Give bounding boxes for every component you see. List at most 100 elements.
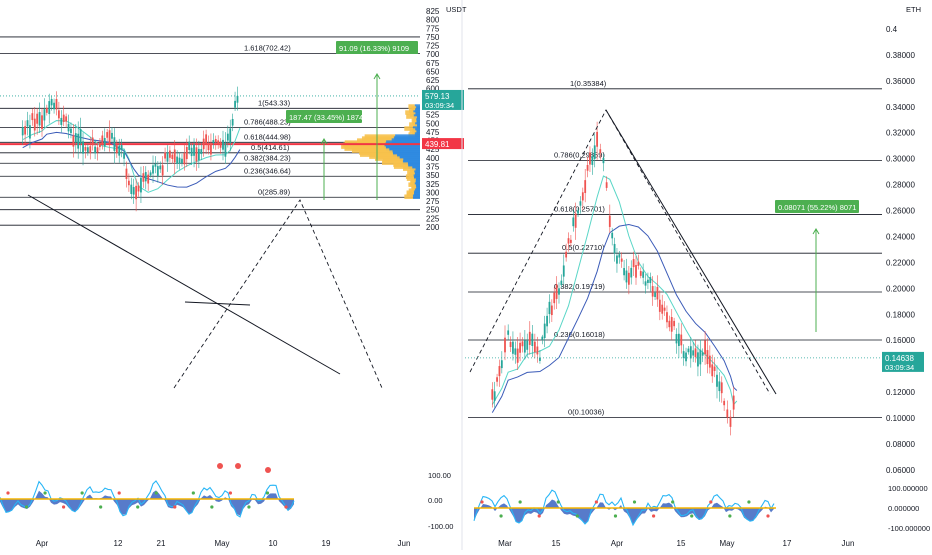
chart-panel-1: 1.618(702.42) 1(543.33) 0.786(488.23) 0.618…: [0, 0, 470, 548]
candle-body: [118, 145, 121, 156]
price-badge: [882, 351, 924, 372]
candle-body: [169, 150, 171, 158]
candle-body: [152, 165, 154, 174]
candle-body: [36, 113, 39, 124]
candle-body: [190, 147, 193, 157]
oscillator-tick-label: -100.000000: [888, 524, 930, 533]
candle-body: [704, 340, 706, 355]
candle-body: [541, 336, 544, 340]
y-tick-label: 600: [426, 85, 440, 94]
candles: [491, 121, 735, 436]
candle-body: [697, 352, 699, 367]
candle-body: [101, 135, 104, 145]
candle-body: [507, 330, 510, 335]
candle-body: [531, 333, 534, 346]
candle-body: [234, 100, 236, 108]
candle-body: [570, 239, 572, 243]
candle-body: [26, 120, 29, 127]
signal-dot: [690, 514, 694, 518]
signal-dot: [191, 491, 195, 495]
fib-level-label: 0.618(0.25701): [554, 204, 605, 213]
candle-body: [181, 158, 183, 164]
candle-body: [675, 334, 678, 344]
signal-dot: [117, 491, 121, 495]
candle-body: [658, 299, 661, 312]
candle-body: [226, 133, 229, 141]
volume-bar-sell: [406, 176, 415, 181]
y-tick-label: 825: [426, 7, 440, 16]
price-badge-value: 439.81: [425, 140, 450, 149]
candle-body: [682, 351, 685, 359]
x-tick-label: May: [214, 539, 229, 548]
y-tick-label: 0.24000: [886, 232, 915, 241]
candle-body: [62, 114, 65, 122]
signal-dot: [210, 505, 214, 509]
candle-body: [123, 152, 125, 159]
candle-body: [154, 163, 157, 167]
candle-body: [161, 165, 164, 176]
candle-body: [649, 277, 652, 284]
oscillator-area: [0, 490, 294, 516]
candle-body: [99, 142, 101, 147]
candle-body: [618, 254, 621, 258]
candle-body: [567, 238, 570, 244]
price-axis: ETH 0.4 0.38000 0.36000 0.34000 0.32000 0.3000…: [882, 0, 930, 530]
candle-body: [120, 145, 123, 151]
candle-body: [171, 154, 174, 160]
y-tick-label: 525: [426, 111, 440, 120]
price-badge-countdown: 03:09:34: [885, 363, 914, 372]
signal-dot: [652, 514, 656, 518]
candle-body: [224, 143, 227, 157]
candle-body: [219, 141, 222, 148]
candle-body: [205, 134, 208, 144]
candle-body: [67, 123, 70, 132]
candle-body: [663, 307, 666, 311]
candle-body: [125, 168, 128, 179]
candle-body: [113, 137, 116, 151]
candle-body: [132, 187, 135, 195]
candle-body: [24, 126, 27, 135]
currency-label: USDT: [446, 5, 467, 14]
candle-body: [692, 350, 695, 356]
oscillator-tick-label: 100.000000: [888, 484, 928, 493]
signal-dot: [265, 467, 271, 473]
candle-body: [77, 133, 80, 149]
candle-body: [627, 272, 630, 285]
candle-body: [654, 292, 656, 297]
candle-body: [140, 177, 142, 193]
candle-body: [553, 292, 556, 304]
y-tick-label: 0.4: [886, 25, 898, 34]
signal-dot: [613, 514, 618, 518]
fib-level-label: 0.786(0.29859): [554, 150, 605, 159]
candle-body: [584, 180, 587, 194]
candle-body: [115, 145, 118, 154]
candle-body: [519, 342, 521, 353]
candle-body: [591, 156, 594, 165]
signal-dot: [594, 500, 599, 504]
y-tick-label: 650: [426, 67, 440, 76]
candle-body: [103, 137, 106, 147]
signal-dot: [228, 491, 232, 495]
candle-body: [539, 357, 541, 361]
y-tick-label: 225: [426, 214, 440, 223]
x-tick-label: 12: [114, 539, 123, 548]
candle-body: [21, 127, 24, 136]
signal-dot: [709, 500, 713, 504]
time-axis: Apr 12 21 May 10 19 Jun: [36, 539, 411, 548]
candle-body: [89, 146, 92, 153]
oscillator-line: [473, 489, 775, 527]
candle-body: [195, 147, 198, 162]
volume-bar-buy: [412, 194, 420, 199]
trendline: [184, 301, 251, 306]
fib-level-label: 0.382(384.23): [244, 153, 291, 162]
signal-dot: [24, 505, 29, 509]
x-tick-label: 21: [157, 539, 166, 548]
candle-body: [55, 98, 58, 110]
candle-body: [706, 350, 709, 365]
target-label-bg: [336, 41, 418, 54]
oscillator-tick-label: -100.00: [428, 522, 453, 531]
candle-body: [685, 352, 687, 362]
arrow-head: [812, 228, 820, 235]
candle-body: [509, 342, 512, 348]
signal-dot: [154, 491, 158, 495]
